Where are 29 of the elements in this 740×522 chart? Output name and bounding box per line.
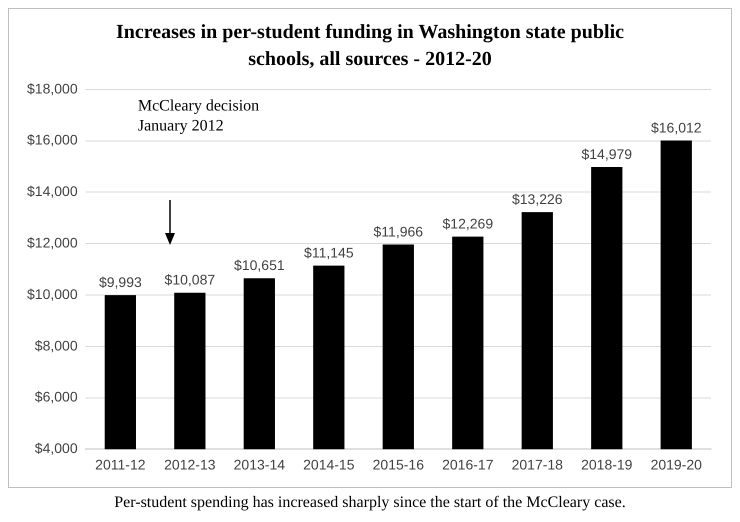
y-tick-label: $10,000 xyxy=(26,286,78,302)
x-tick-label: 2015-16 xyxy=(372,456,424,472)
text: Per-student spending has increased sharply since the start of the McCleary case. xyxy=(113,494,627,512)
x-tick-label: 2013-14 xyxy=(234,456,286,472)
data-label: $11,966 xyxy=(374,223,424,240)
data-label: $10,087 xyxy=(164,272,216,288)
x-tick-label: 2018-19 xyxy=(581,456,633,472)
x-tick-label: 2016-17 xyxy=(442,456,494,472)
x-tick-label: 2019-20 xyxy=(650,456,702,472)
data-label: $16,012 xyxy=(650,119,702,136)
x-tick-label: 2012-13 xyxy=(164,456,216,472)
y-tick-label: $4,000 xyxy=(34,440,78,456)
data-label: $13,226 xyxy=(512,190,563,207)
annotation: McCleary decision January 2012 xyxy=(138,98,260,135)
y-tick-label: $6,000 xyxy=(34,388,78,405)
data-label: $9,993 xyxy=(98,274,142,290)
data-label: $11,145 xyxy=(304,244,354,260)
x-tick-label: 2011-12 xyxy=(95,456,146,472)
x-tick-label: 2014-15 xyxy=(303,456,355,472)
y-tick-label: $18,000 xyxy=(26,80,78,96)
x-tick-label: 2017-18 xyxy=(512,456,564,472)
y-tick-label: $16,000 xyxy=(26,132,78,148)
y-tick-label: $8,000 xyxy=(34,337,78,354)
y-tick-label: $12,000 xyxy=(26,234,78,250)
data-label: $10,651 xyxy=(234,257,285,274)
chart-title: Increases in per-student funding in Washington state public schools, all sources - 2012-20 xyxy=(114,20,626,72)
y-tick-label: $14,000 xyxy=(26,183,78,200)
data-label: $14,979 xyxy=(581,146,632,162)
data-label: $12,269 xyxy=(442,216,494,232)
